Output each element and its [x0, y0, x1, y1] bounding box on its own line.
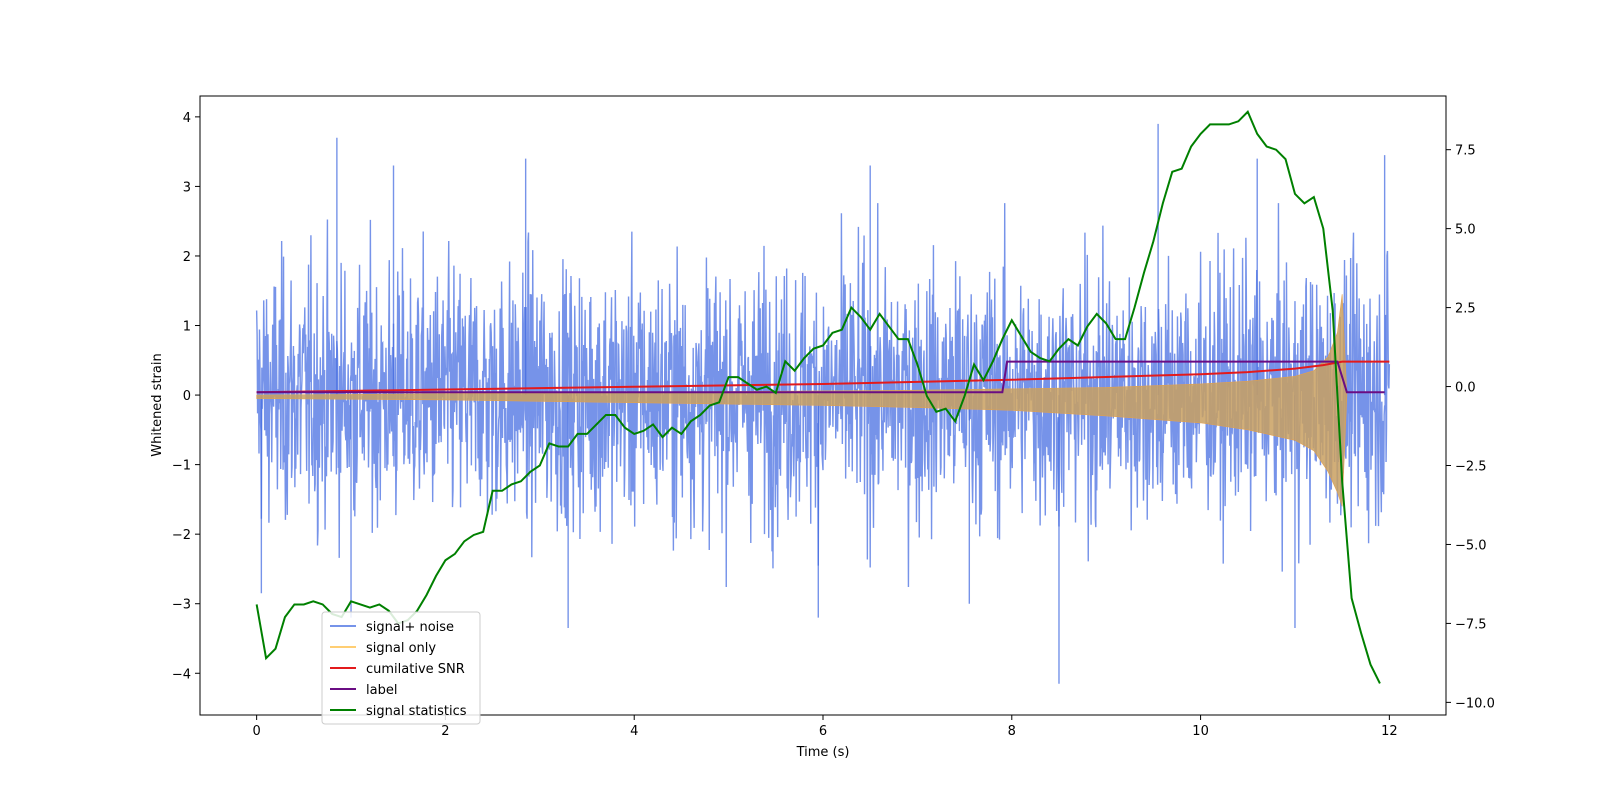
legend-entry-label: label [366, 683, 397, 698]
legend-frame [321, 611, 481, 725]
y2-tick-label: −7.5 [1455, 617, 1487, 632]
legend-entry-label: signal+ noise [366, 620, 454, 635]
series-signal-noise-line [255, 203, 1391, 588]
y2-tick-label: −10.0 [1455, 696, 1495, 711]
y-tick-label: 2 [183, 250, 191, 265]
x-tick-label: 8 [1008, 724, 1016, 739]
y-tick-label: −4 [172, 667, 191, 682]
y-tick-label: −1 [172, 459, 191, 474]
y-tick-label: −3 [172, 598, 191, 613]
legend-entry-label: signal statistics [366, 704, 467, 719]
x-tick-label: 4 [630, 724, 638, 739]
x-tick-label: 12 [1381, 724, 1398, 739]
x-tick-label: 10 [1192, 724, 1209, 739]
x-tick-label: 0 [252, 724, 260, 739]
y2-tick-label: −5.0 [1455, 538, 1487, 553]
series-label-line [256, 360, 1385, 394]
y2-tick-label: 0.0 [1455, 381, 1476, 396]
x-axis: 0 2 4 6 8 10 12 [252, 715, 1398, 739]
y-axis: −4 −3 −2 −1 0 1 2 3 4 [172, 111, 200, 682]
y2-tick-label: 2.5 [1455, 302, 1476, 317]
series-cumulative-snr-line [256, 360, 1390, 394]
y-tick-label: 4 [183, 111, 191, 126]
y-tick-label: −2 [172, 528, 191, 543]
y-tick-label: 0 [183, 389, 191, 404]
series-layer [255, 110, 1391, 684]
y2-tick-label: −2.5 [1455, 460, 1487, 475]
x-axis-label: Time (s) [796, 745, 850, 760]
y-tick-label: 3 [183, 180, 191, 195]
x-tick-label: 6 [819, 724, 827, 739]
x-tick-label: 2 [441, 724, 449, 739]
legend-entry-label: signal only [366, 641, 436, 656]
y-axis-label: Whitened strain [150, 353, 165, 456]
y2-axis-right: −10.0 −7.5 −5.0 −2.5 0.0 2.5 5.0 7.5 [1446, 144, 1495, 711]
y-tick-label: 1 [183, 320, 191, 335]
legend-entry-label: cumilative SNR [366, 662, 465, 677]
y2-tick-label: 5.0 [1455, 223, 1476, 238]
series-signal-statistics-line [255, 110, 1381, 684]
y2-tick-label: 7.5 [1455, 144, 1476, 159]
legend: signal+ noise signal only cumilative SNR la… [321, 611, 481, 725]
